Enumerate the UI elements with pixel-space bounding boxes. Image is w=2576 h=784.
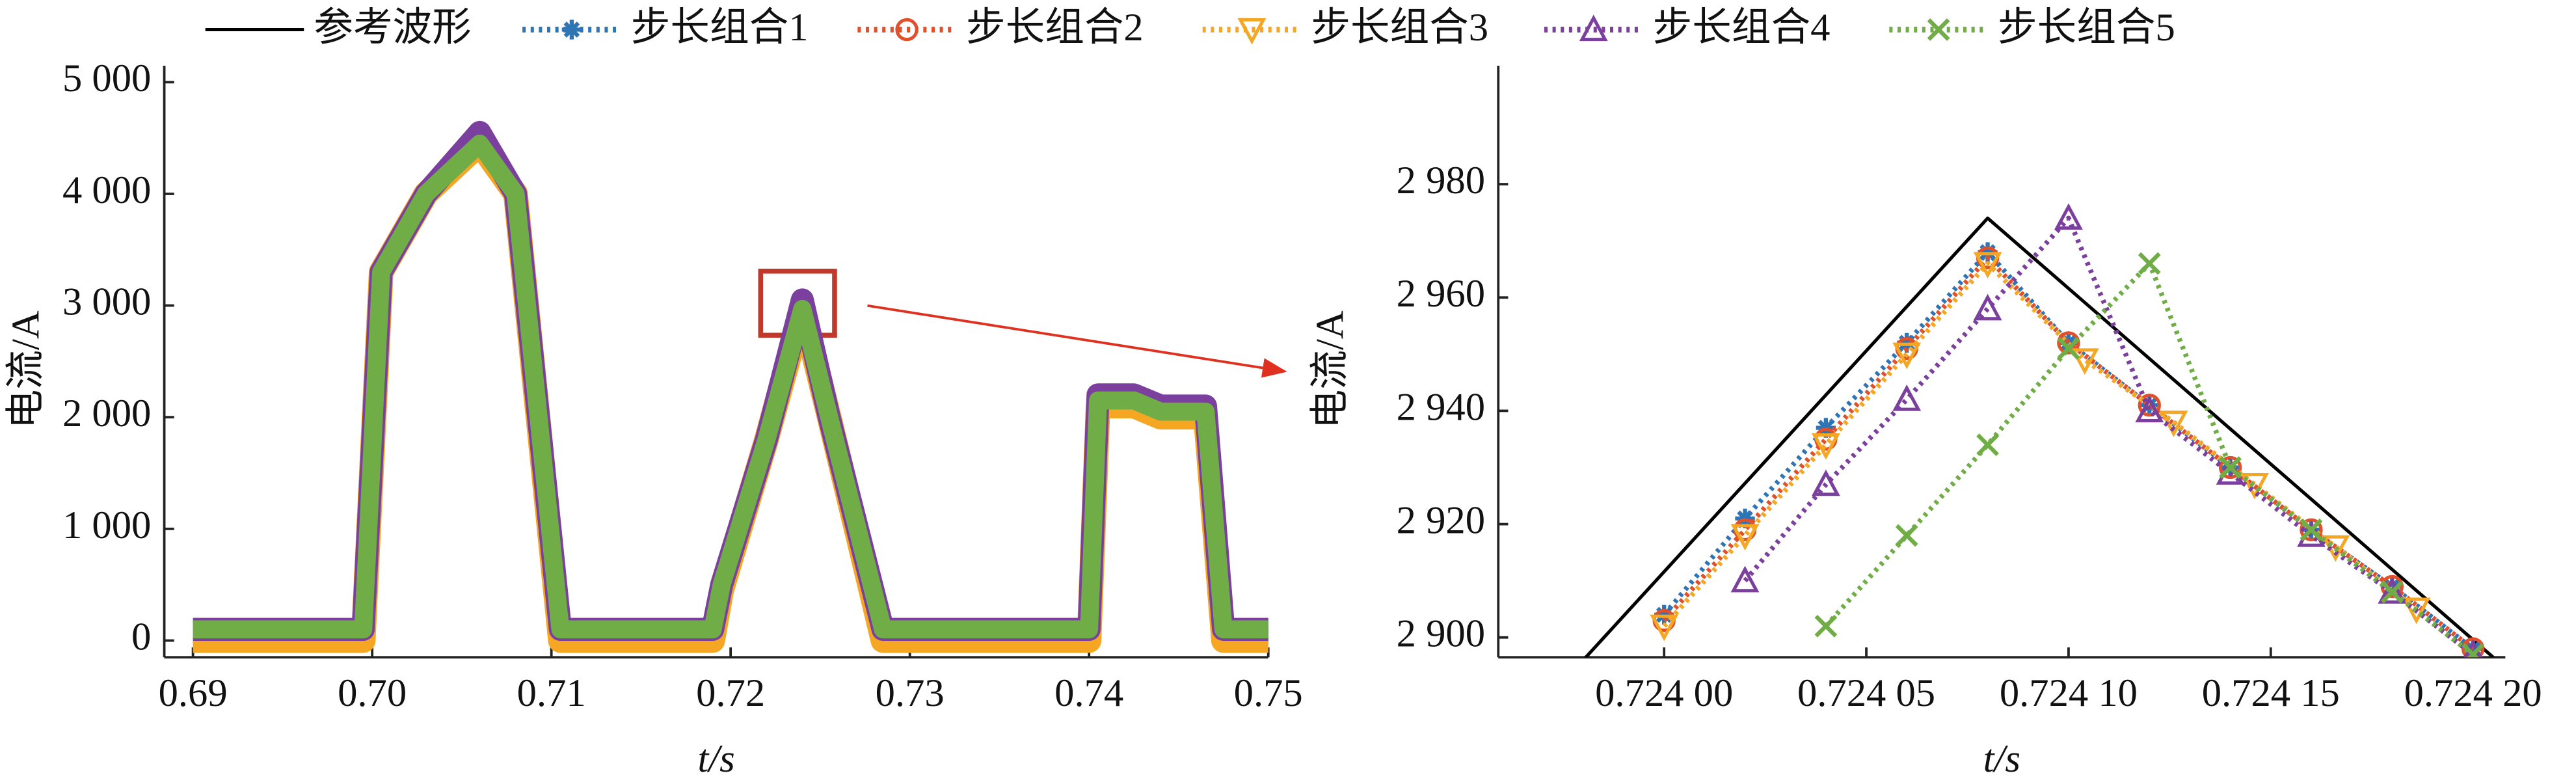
y-tick-label: 5 000 [62, 57, 151, 100]
x-tick-label: 0.724 05 [1797, 671, 1935, 715]
marker [895, 18, 919, 42]
y-tick-label: 3 000 [62, 280, 151, 323]
x-tick-label: 0.73 [876, 671, 945, 715]
marker [1814, 614, 1838, 638]
x-tick-label: 0.72 [696, 671, 765, 715]
y-axis-title: 电流/A [4, 310, 47, 429]
legend-label: 步长组合3 [1311, 6, 1488, 49]
marker [2219, 456, 2242, 479]
y-tick-label: 1 000 [62, 504, 151, 547]
marker [1892, 342, 1922, 370]
marker [1927, 18, 1950, 41]
y-axis-title: 电流/A [1309, 310, 1352, 429]
x-tick-label: 0.69 [159, 671, 228, 715]
marker [1973, 252, 2002, 278]
series-line [1824, 261, 2475, 656]
x-tick-label: 0.724 10 [2000, 671, 2138, 715]
marker [1892, 384, 1922, 411]
marker [2070, 348, 2099, 375]
marker [1579, 14, 1608, 42]
series-line [1743, 215, 2475, 656]
legend-label: 步长组合1 [631, 6, 809, 49]
y-tick-label: 4 000 [62, 169, 151, 212]
marker [1811, 469, 1840, 496]
series-line [193, 134, 1268, 639]
zoom-arrow [867, 304, 1287, 378]
marker [2218, 455, 2242, 480]
marker [2057, 331, 2080, 355]
marker [1650, 614, 1679, 642]
x-tick-label: 0.71 [517, 671, 586, 715]
x-tick-label: 0.74 [1054, 671, 1123, 715]
series-line [1662, 261, 2418, 628]
plot-area [193, 120, 1268, 653]
x-tick-label: 0.724 15 [2202, 671, 2340, 715]
x-tick-label: 0.70 [338, 671, 407, 715]
marker [2402, 597, 2431, 625]
marker [2463, 639, 2483, 658]
x-axis-title: t/s [697, 737, 734, 781]
marker [2382, 576, 2402, 597]
series-line [1662, 255, 2475, 651]
marker [2462, 643, 2485, 658]
x-tick-label: 0.724 00 [1595, 671, 1733, 715]
marker [2057, 337, 2080, 360]
y-tick-label: 2 000 [62, 392, 151, 435]
marker [2380, 580, 2404, 604]
marker [2461, 637, 2485, 658]
y-tick-label: 2 920 [1397, 498, 1485, 542]
marker [1973, 293, 2002, 321]
series-line [1583, 216, 2495, 658]
marker [2135, 396, 2164, 423]
marker [2140, 395, 2160, 415]
legend-label: 参考波形 [314, 6, 471, 49]
x-axis-title: t/s [1983, 737, 2020, 781]
series-line [1662, 249, 2475, 651]
y-tick-label: 2 900 [1397, 612, 1485, 656]
plot-area [1583, 203, 2495, 658]
y-tick-label: 0 [131, 615, 151, 658]
marker [2138, 394, 2161, 417]
marker [2378, 577, 2407, 604]
y-tick-label: 2 960 [1397, 272, 1485, 316]
x-tick-label: 0.75 [1234, 671, 1303, 715]
marker [561, 20, 582, 40]
marker [1811, 433, 1840, 460]
marker [2300, 518, 2323, 541]
marker [2240, 472, 2269, 500]
y-tick-label: 2 940 [1397, 385, 1485, 429]
marker [2138, 252, 2161, 275]
legend-label: 步长组合5 [1998, 6, 2175, 49]
marker [2463, 639, 2483, 658]
marker [1730, 524, 1760, 551]
marker [2054, 203, 2083, 230]
y-tick-label: 2 980 [1397, 159, 1485, 202]
legend-label: 步长组合4 [1653, 6, 1831, 49]
x-tick-label: 0.724 20 [2404, 671, 2542, 715]
marker [2058, 332, 2079, 353]
legend-label: 步长组合2 [966, 6, 1144, 49]
marker [1976, 433, 1999, 457]
marker [1895, 524, 1918, 547]
marker [1237, 18, 1267, 45]
marker [1730, 565, 1760, 593]
